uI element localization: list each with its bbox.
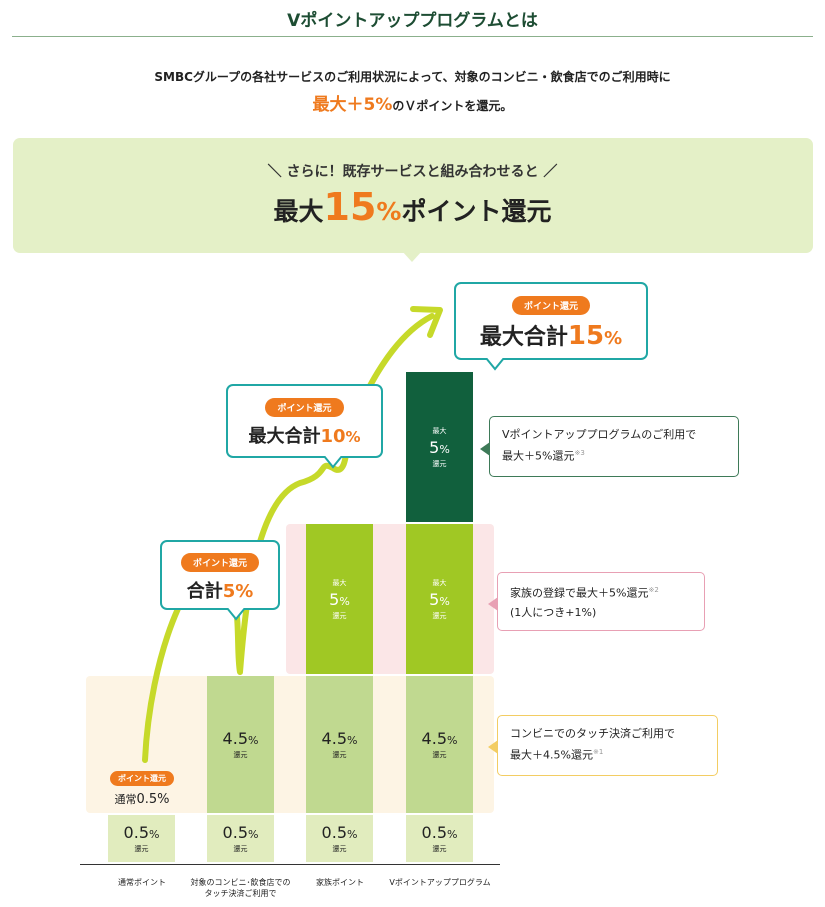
bar-col1-base: 0.5% 還元 [108,815,175,862]
bar-value: 5% [429,589,450,609]
x-label-touch-line2: タッチ決済ご利用で [204,889,277,898]
callout-text: 合計5% [186,581,254,602]
bar-value: 5% [329,589,350,609]
bar-col2-base: 0.5% 還元 [207,815,274,862]
bar-col3-family: 最大 5% 還元 [306,524,373,674]
bar-unit: 還元 [432,611,447,620]
callout-pill: ポイント還元 [180,553,259,572]
banner-pointer [402,251,422,262]
callout-text: 最大合計15% [479,321,623,351]
callout-total-10: ポイント還元 最大合計10% [226,384,383,458]
banner-subtitle: ＼ さらに！既存サービスと組み合わせると ／ [267,164,558,180]
callout-pill: ポイント還元 [511,296,590,315]
note-touch-pointer [488,740,498,754]
bar-unit: 還元 [332,845,347,853]
note-program-line2: 最大＋5%還元※3 [502,449,585,463]
bar-col3-touch: 4.5% 還元 [306,676,373,813]
x-label-touch: 対象のコンビニ･飲食店での タッチ決済ご利用で [178,877,303,899]
note-touch-line2: 最大＋4.5%還元※1 [510,748,604,762]
bar-value: 5% [429,437,450,457]
bar-col2-touch: 4.5% 還元 [207,676,274,813]
intro-rest: のＶポイントを還元。 [392,99,513,113]
intro-text: SMBCグループの各社サービスのご利用状況によって、対象のコンビニ・飲食店でのご… [154,70,671,84]
x-axis-line [80,864,500,865]
bar-col3-base: 0.5% 還元 [306,815,373,862]
bar-unit: 還元 [432,845,447,853]
note-touch-line1: コンビニでのタッチ決済ご利用で [510,727,675,740]
callout-10-tail [323,456,343,469]
growth-arrow-curve [142,313,435,763]
note-family-line2: (1人につき+1%) [510,605,597,619]
bar-unit: 還元 [233,751,248,759]
x-label-normal: 通常ポイント [118,878,166,887]
bar-col4-base: 0.5% 還元 [406,815,473,862]
callout-pill: ポイント還元 [265,398,344,417]
x-label-program: Vポイントアッププログラム [389,878,491,887]
bar-max-label: 最大 [432,578,447,587]
x-label-family: 家族ポイント [316,878,364,887]
callout-15-tail [485,358,505,371]
title-divider [12,36,813,37]
note-family-pointer [488,597,498,611]
note-touch: コンビニでのタッチ決済ご利用で 最大＋4.5%還元※1 [497,715,718,776]
bar-value: 0.5% [123,823,160,842]
bar-unit: 還元 [332,611,347,620]
bar-col4-family: 最大 5% 還元 [406,524,473,674]
page-title: Vポイントアッププログラムとは [287,11,538,31]
x-label-touch-line1: 対象のコンビニ･飲食店での [190,878,291,887]
banner-max-suffix: ポイント還元 [401,197,552,226]
banner-headline: 最大15%ポイント還元 [0,185,825,229]
bar-col4-touch: 4.5% 還元 [406,676,473,813]
note-family: 家族の登録で最大＋5%還元※2 (1人につき+1%) [497,572,705,631]
note-family-line1: 家族の登録で最大＋5%還元※2 [510,586,659,600]
baseline-callout: ポイント還元 通常0.5% [104,766,180,807]
bar-value: 0.5% [222,823,259,842]
callout-text: 最大合計10% [248,426,361,447]
combo-banner [13,138,813,253]
bar-unit: 還元 [432,751,447,759]
bar-col4-program: 最大 5% 還元 [406,372,473,522]
intro-highlight: 最大＋5% [312,95,393,115]
bar-max-label: 最大 [332,578,347,587]
note-program: Vポイントアッププログラムのご利用で 最大＋5%還元※3 [489,416,739,477]
bar-value: 0.5% [321,823,358,842]
callout-5-tail [226,608,246,621]
bar-value: 4.5% [222,729,259,748]
bar-unit: 還元 [134,845,149,853]
baseline-text: 通常0.5% [114,792,170,807]
banner-max-value: 15 [323,185,377,229]
callout-total-5: ポイント還元 合計5% [160,540,280,610]
baseline-pill: ポイント還元 [110,771,174,786]
banner-max-pct: % [376,197,402,226]
growth-arrow-head [410,306,443,338]
bar-value: 4.5% [421,729,458,748]
note-program-pointer [480,442,490,456]
bar-unit: 還元 [233,845,248,853]
bar-max-label: 最大 [432,426,447,435]
bar-unit: 還元 [432,459,447,468]
banner-max-prefix: 最大 [273,197,324,226]
callout-total-15: ポイント還元 最大合計15% [454,282,648,360]
bar-value: 0.5% [421,823,458,842]
note-program-line1: Vポイントアッププログラムのご利用で [502,428,697,441]
bar-unit: 還元 [332,751,347,759]
bar-value: 4.5% [321,729,358,748]
intro-highlight-line: 最大＋5%のＶポイントを還元。 [0,90,825,115]
